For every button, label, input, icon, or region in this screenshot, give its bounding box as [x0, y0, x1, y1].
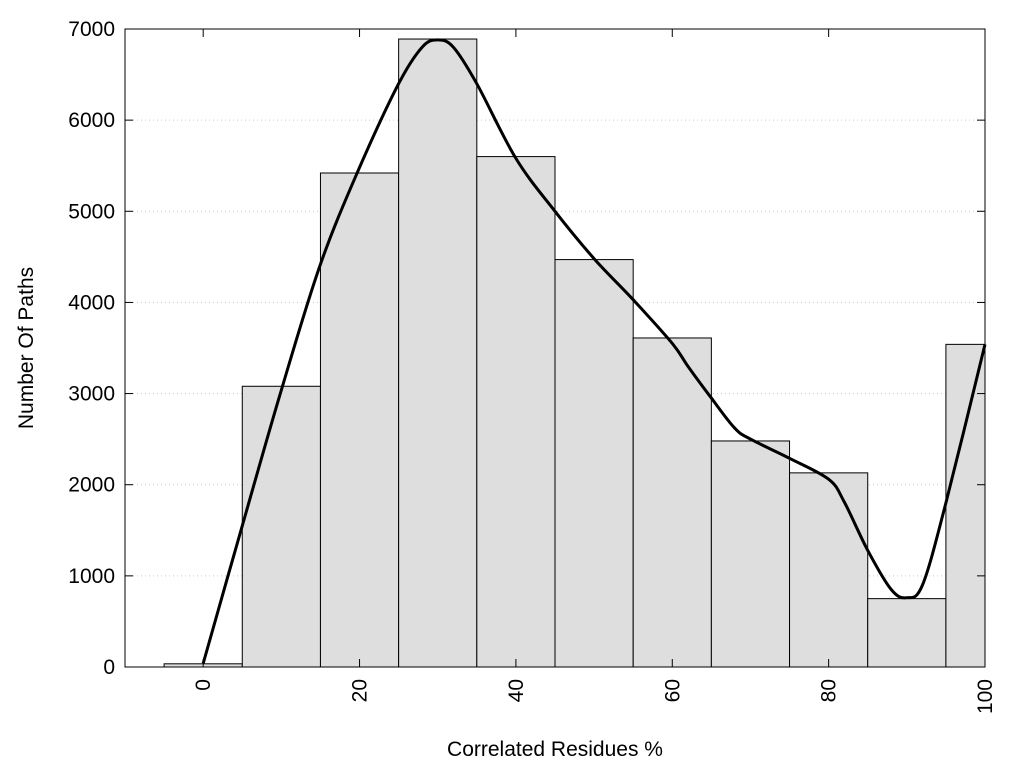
histogram-bar — [867, 598, 947, 668]
y-tick-label: 4000 — [68, 291, 115, 314]
histogram-bar — [945, 343, 986, 668]
x-tick-label: 80 — [818, 679, 841, 702]
y-tick-label: 0 — [103, 656, 115, 679]
plot-frame — [124, 28, 986, 668]
histogram-bars — [163, 38, 986, 668]
x-tick-label: 60 — [661, 679, 684, 702]
y-tick-label: 7000 — [68, 18, 115, 41]
histogram-bar — [476, 156, 556, 668]
smooth-curve-line — [201, 38, 987, 664]
x-axis-label: Correlated Residues % — [447, 738, 663, 761]
y-tick-label: 3000 — [68, 383, 115, 406]
y-tick-label: 5000 — [68, 200, 115, 223]
x-tick-label: 100 — [974, 679, 997, 714]
x-tick-label: 0 — [192, 679, 215, 691]
x-tick-label: 20 — [349, 679, 372, 702]
y-tick-label: 6000 — [68, 109, 115, 132]
histogram-bar — [789, 472, 869, 668]
y-axis-label: Number Of Paths — [15, 267, 38, 429]
histogram-bar — [632, 337, 712, 668]
smooth-curve — [201, 38, 987, 664]
y-tick-label: 1000 — [68, 565, 115, 588]
x-axis-ticks: 0 20 40 60 80 100 — [192, 29, 997, 714]
x-tick-label: 40 — [505, 679, 528, 702]
y-axis-ticks: 0 1000 2000 3000 4000 5000 6000 7000 — [68, 18, 985, 679]
histogram-bar — [554, 259, 634, 668]
histogram-bar — [710, 440, 791, 668]
histogram-bar — [241, 385, 321, 668]
y-tick-label: 2000 — [68, 474, 115, 497]
histogram-bar — [319, 172, 400, 668]
histogram-bar — [398, 38, 478, 668]
